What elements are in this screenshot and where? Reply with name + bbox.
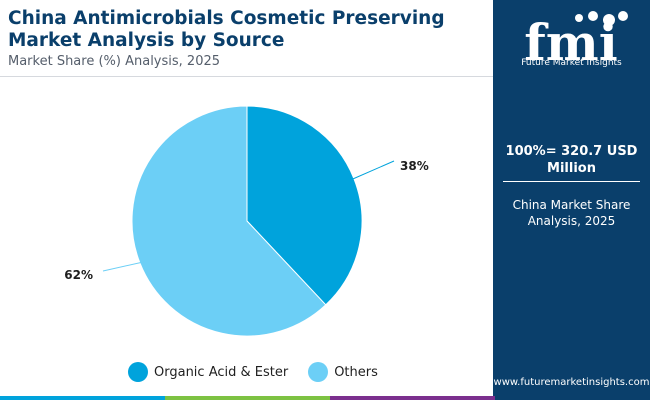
leader-line	[102, 261, 144, 272]
website-link[interactable]: www.futuremarketinsights.com	[493, 377, 650, 388]
bottom-color-bar	[0, 396, 650, 400]
svg-text:fmi: fmi	[524, 13, 617, 72]
data-label: 38%	[400, 159, 429, 173]
sidebar-description: China Market Share Analysis, 2025	[512, 198, 631, 228]
bottom-bar-segment	[495, 396, 650, 400]
main-panel: China Antimicrobials Cosmetic Preserving…	[0, 8, 493, 382]
legend-label-organic-acid-ester: Organic Acid & Ester	[154, 364, 289, 380]
sidebar-divider	[503, 181, 640, 182]
brand-name: Future Market Insights	[521, 58, 622, 68]
data-label: 62%	[64, 268, 93, 282]
legend-item-others[interactable]: Others	[308, 362, 378, 382]
legend-swatch-others	[308, 362, 329, 382]
bottom-bar-segment	[330, 396, 495, 400]
legend-swatch-organic-acid-ester	[128, 362, 148, 382]
chart-legend: Organic Acid & Ester Others	[128, 362, 398, 382]
header-divider	[0, 76, 493, 77]
market-total-value: 100%= 320.7 USD Million	[505, 144, 638, 176]
chart-subtitle: Market Share (%) Analysis, 2025	[8, 54, 221, 69]
chart-title: China Antimicrobials Cosmetic Preserving…	[8, 8, 445, 51]
pie-slice-others[interactable]	[131, 105, 327, 337]
pie-chart: 38% 62%	[64, 105, 429, 337]
leader-line	[350, 160, 395, 181]
legend-item-organic-acid-ester[interactable]: Organic Acid & Ester	[128, 362, 288, 382]
fmi-logo: fmi	[524, 11, 628, 72]
legend-label-others: Others	[334, 364, 378, 380]
bottom-bar-segment	[165, 396, 330, 400]
bottom-bar-segment	[0, 396, 165, 400]
info-sidebar: fmi Future Market Insights 100%= 320.7 U…	[493, 0, 650, 400]
